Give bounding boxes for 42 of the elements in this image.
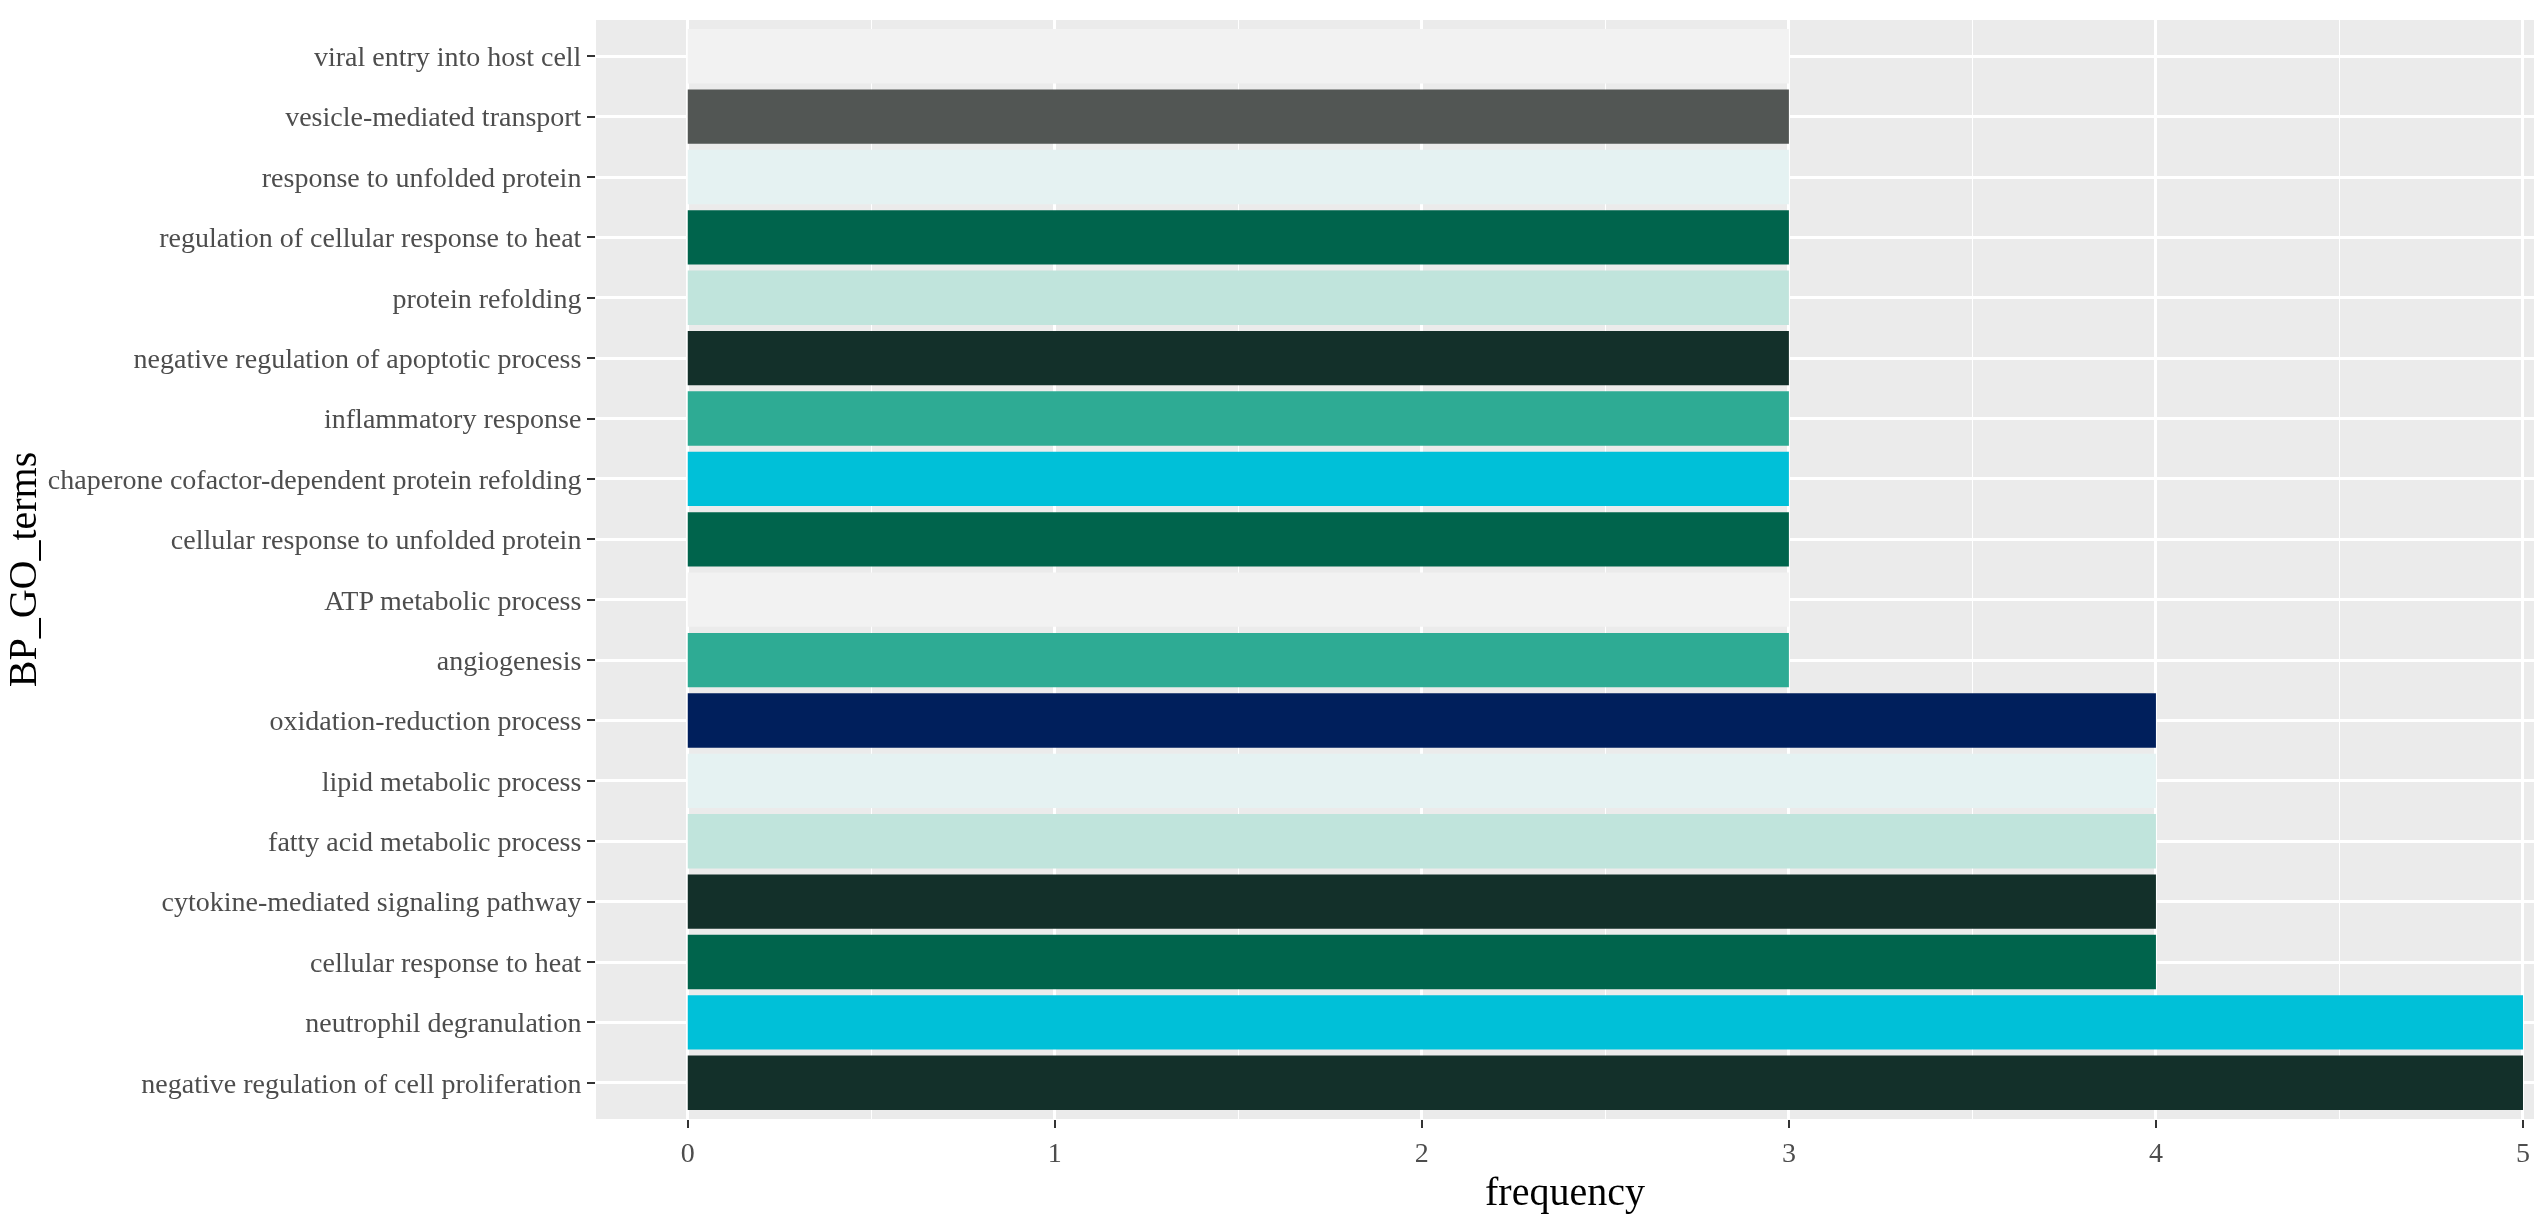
- x-tick-label: 1: [1047, 1136, 1062, 1168]
- bar: [687, 934, 2156, 990]
- y-axis-title: BP_GO_terms: [0, 451, 45, 688]
- bar: [687, 391, 1789, 446]
- bar: [687, 693, 2156, 748]
- bar: [687, 995, 2523, 1050]
- y-tick-label: vesicle-mediated transport: [285, 101, 582, 133]
- bar: [687, 874, 2156, 929]
- y-tick-label: viral entry into host cell: [313, 41, 582, 73]
- x-tick-label: 2: [1414, 1136, 1429, 1168]
- y-tick-label: negative regulation of cell proliferation: [141, 1067, 582, 1099]
- bar: [687, 270, 1789, 325]
- bar: [687, 89, 1789, 144]
- bar: [687, 149, 1789, 205]
- y-tick-label: protein refolding: [392, 282, 582, 314]
- y-tick-label: cellular response to heat: [310, 946, 582, 978]
- y-tick-label: chaperone cofactor-dependent protein refolding: [47, 463, 582, 495]
- y-tick-label: cellular response to unfolded protein: [170, 524, 582, 556]
- y-tick-label: lipid metabolic process: [321, 765, 582, 797]
- y-tick-label: cytokine-mediated signaling pathway: [161, 886, 582, 918]
- y-tick-label: inflammatory response: [324, 403, 582, 435]
- bar: [687, 330, 1789, 386]
- x-tick-label: 0: [680, 1136, 695, 1168]
- y-tick-label: angiogenesis: [436, 644, 582, 676]
- y-tick-label: negative regulation of apoptotic process: [133, 342, 582, 374]
- y-tick-label: fatty acid metabolic process: [268, 826, 582, 858]
- bar: [687, 512, 1789, 567]
- x-tick-label: 4: [2148, 1136, 2163, 1168]
- bar: [687, 210, 1789, 265]
- bar: [687, 814, 2156, 869]
- bar: [687, 632, 1789, 688]
- bar: [687, 1055, 2523, 1110]
- bar: [687, 451, 1789, 507]
- y-tick-label: response to unfolded protein: [261, 161, 582, 193]
- x-tick-label: 3: [1781, 1136, 1796, 1168]
- bar: [687, 753, 2156, 809]
- y-tick-label: regulation of cellular response to heat: [159, 222, 582, 254]
- y-tick-label: ATP metabolic process: [324, 584, 582, 616]
- y-tick-label: neutrophil degranulation: [305, 1007, 582, 1039]
- x-tick-label: 5: [2515, 1136, 2530, 1168]
- x-axis-title: frequency: [1485, 1169, 1645, 1215]
- y-tick-label: oxidation-reduction process: [269, 705, 582, 737]
